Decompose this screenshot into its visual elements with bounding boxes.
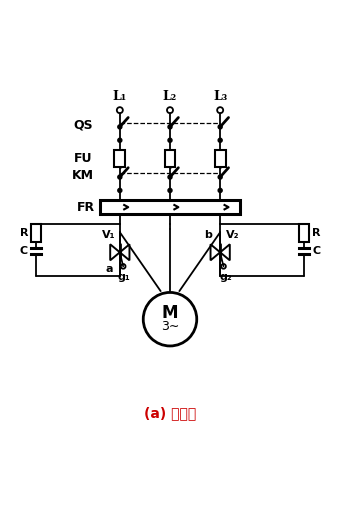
Text: FR: FR [77, 200, 96, 213]
Text: L₂: L₂ [163, 90, 177, 103]
Text: g₂: g₂ [220, 272, 233, 282]
Circle shape [168, 189, 172, 193]
Bar [115, 150, 125, 167]
Text: C: C [312, 246, 320, 256]
Text: FU: FU [74, 152, 92, 165]
Text: g₁: g₁ [118, 272, 130, 282]
Text: R: R [20, 228, 28, 238]
Circle shape [218, 189, 222, 193]
Circle shape [218, 175, 222, 179]
Circle shape [118, 138, 122, 142]
Circle shape [168, 175, 172, 179]
Bar [165, 150, 175, 167]
Text: L₃: L₃ [213, 90, 227, 103]
Circle shape [118, 125, 122, 129]
Text: b: b [204, 231, 212, 240]
Bar [100, 200, 240, 214]
Text: KM: KM [72, 169, 94, 182]
Text: M: M [162, 304, 178, 322]
Text: 3∼: 3∼ [161, 320, 179, 333]
Text: a: a [106, 264, 113, 275]
Circle shape [218, 125, 222, 129]
Bar [300, 224, 309, 242]
Text: V₁: V₁ [102, 231, 115, 240]
Circle shape [168, 138, 172, 142]
Text: C: C [20, 246, 28, 256]
Bar [31, 224, 40, 242]
Text: QS: QS [73, 119, 93, 132]
Text: (a) 主回路: (a) 主回路 [144, 407, 196, 421]
Circle shape [118, 175, 122, 179]
Bar [215, 150, 225, 167]
Circle shape [218, 138, 222, 142]
Text: L₁: L₁ [113, 90, 127, 103]
Text: R: R [312, 228, 320, 238]
Circle shape [118, 189, 122, 193]
Circle shape [168, 125, 172, 129]
Text: V₂: V₂ [226, 231, 240, 240]
